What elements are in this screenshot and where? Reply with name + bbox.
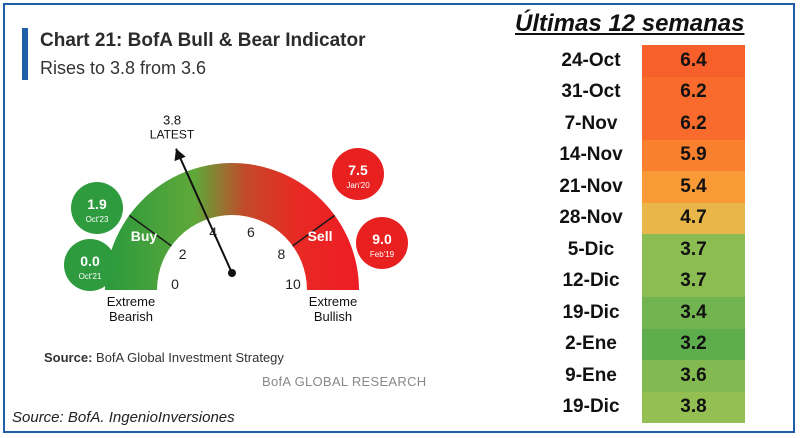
week-date: 24-Oct bbox=[561, 49, 621, 71]
gauge-source-text: BofA Global Investment Strategy bbox=[96, 350, 284, 365]
week-row: 2-Ene 3.2 bbox=[540, 328, 745, 360]
week-value: 3.7 bbox=[642, 265, 745, 297]
image-frame bbox=[3, 3, 795, 433]
annotation-value: 9.0 bbox=[372, 231, 392, 247]
week-date: 12-Dic bbox=[562, 270, 620, 292]
week-row: 24-Oct 6.4 bbox=[540, 45, 745, 77]
gauge-arc bbox=[105, 163, 359, 290]
gauge-needle-head bbox=[174, 148, 186, 162]
week-row: 12-Dic 3.7 bbox=[540, 265, 745, 297]
annotation-bubble bbox=[356, 217, 408, 269]
week-value: 6.4 bbox=[642, 45, 745, 77]
zone-boundary bbox=[292, 214, 336, 247]
week-row: 9-Ene 3.6 bbox=[540, 360, 745, 392]
bull-bear-gauge: BuySell02468103.8LATESTExtremeBearishExt… bbox=[64, 113, 408, 324]
tick-label-2: 2 bbox=[179, 246, 187, 262]
end-label-left: Extreme bbox=[107, 294, 155, 309]
week-date: 14-Nov bbox=[559, 144, 623, 166]
week-row: 5-Dic 3.7 bbox=[540, 234, 745, 266]
zone-boundary bbox=[128, 214, 172, 247]
annotation-value: 1.9 bbox=[87, 196, 107, 212]
tick-label-10: 10 bbox=[285, 276, 301, 292]
tick-label-8: 8 bbox=[277, 246, 285, 262]
week-date: 2-Ene bbox=[565, 333, 617, 355]
annotation-date: Feb'19 bbox=[370, 250, 395, 259]
end-label-left: Bearish bbox=[109, 309, 153, 324]
end-label-right: Bullish bbox=[314, 309, 352, 324]
week-value: 4.7 bbox=[642, 202, 745, 234]
annotation-bubble bbox=[64, 239, 116, 291]
week-row: 28-Nov 4.7 bbox=[540, 202, 745, 234]
weeks-table: 24-Oct 6.4 31-Oct 6.2 7-Nov 6.2 14-Nov 5.9 21-No… bbox=[540, 45, 745, 423]
week-date: 5-Dic bbox=[567, 238, 615, 260]
footer-source: Source: BofA. IngenioInversiones bbox=[12, 409, 235, 426]
annotation-value: 7.5 bbox=[348, 162, 368, 178]
title-accent-bar bbox=[22, 28, 28, 80]
end-label-right: Extreme bbox=[309, 294, 357, 309]
bofa-research-brand: BofA GLOBAL RESEARCH bbox=[262, 374, 427, 389]
week-value: 3.6 bbox=[642, 360, 745, 392]
week-value: 3.2 bbox=[642, 328, 745, 360]
week-date: 7-Nov bbox=[564, 112, 618, 134]
week-value: 6.2 bbox=[642, 76, 745, 108]
annotation-bubble bbox=[332, 148, 384, 200]
week-value: 5.4 bbox=[642, 171, 745, 203]
gauge-source: Source: BofA Global Investment Strategy bbox=[44, 350, 284, 365]
chart-title: Chart 21: BofA Bull & Bear Indicator bbox=[40, 30, 366, 51]
zone-label-buy: Buy bbox=[131, 228, 158, 244]
week-row: 14-Nov 5.9 bbox=[540, 139, 745, 171]
week-row: 7-Nov 6.2 bbox=[540, 108, 745, 140]
gauge-value-label: 3.8 bbox=[163, 113, 181, 128]
annotation-value: 0.0 bbox=[80, 253, 100, 269]
week-date: 21-Nov bbox=[559, 175, 623, 197]
gauge-needle bbox=[175, 148, 233, 274]
week-value: 3.8 bbox=[642, 391, 745, 423]
week-value: 5.9 bbox=[642, 139, 745, 171]
week-date: 19-Dic bbox=[562, 301, 620, 323]
gauge-value-caption: LATEST bbox=[150, 128, 195, 142]
tick-label-0: 0 bbox=[171, 276, 179, 292]
annotation-date: Oct'21 bbox=[79, 272, 102, 281]
tick-label-6: 6 bbox=[247, 224, 255, 240]
week-row: 19-Dic 3.8 bbox=[540, 391, 745, 423]
week-row: 19-Dic 3.4 bbox=[540, 297, 745, 329]
annotation-date: Oct'23 bbox=[86, 215, 109, 224]
gauge-source-label: Source: bbox=[44, 350, 93, 365]
week-date: 28-Nov bbox=[559, 207, 623, 229]
week-date: 9-Ene bbox=[565, 364, 617, 386]
week-date: 19-Dic bbox=[562, 396, 620, 418]
annotation-bubble bbox=[71, 182, 123, 234]
weeks-table-title: Últimas 12 semanas bbox=[515, 10, 745, 37]
week-row: 21-Nov 5.4 bbox=[540, 171, 745, 203]
gauge-needle-pivot bbox=[228, 269, 236, 277]
week-value: 6.2 bbox=[642, 108, 745, 140]
week-date: 31-Oct bbox=[561, 81, 621, 103]
zone-label-sell: Sell bbox=[308, 228, 333, 244]
chart-subtitle: Rises to 3.8 from 3.6 bbox=[40, 58, 207, 78]
week-value: 3.7 bbox=[642, 234, 745, 266]
week-value: 3.4 bbox=[642, 297, 745, 329]
week-row: 31-Oct 6.2 bbox=[540, 76, 745, 108]
annotation-date: Jan'20 bbox=[346, 181, 370, 190]
